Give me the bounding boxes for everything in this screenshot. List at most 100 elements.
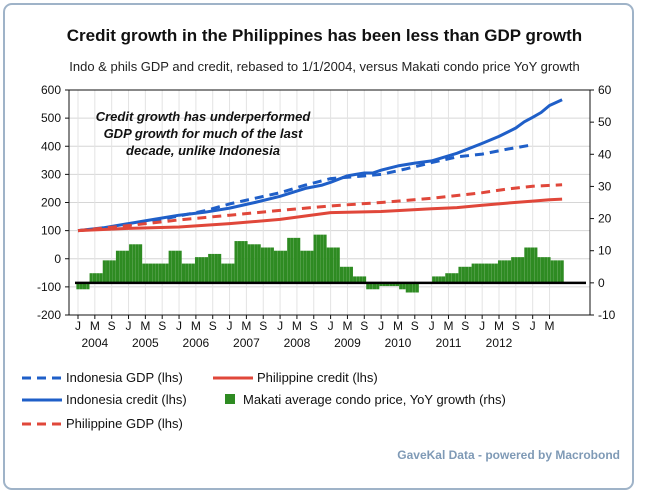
- condo-price-bar: [478, 263, 482, 283]
- condo-price-bar: [379, 282, 383, 287]
- condo-price-bar: [145, 263, 149, 283]
- condo-price-bar: [102, 260, 106, 283]
- right-tick-label: 30: [598, 179, 612, 193]
- left-tick-label: 200: [41, 196, 61, 210]
- condo-price-bar: [250, 244, 255, 283]
- condo-price-bar: [247, 244, 251, 283]
- condo-price-bar: [313, 234, 317, 283]
- philippine-gdp-lhs-line: [77, 183, 563, 233]
- condo-price-bar: [283, 250, 288, 283]
- x-month-label: J: [378, 319, 384, 333]
- condo-price-bar: [488, 263, 492, 283]
- right-tick-label: -10: [598, 308, 616, 322]
- x-month-label: M: [342, 319, 352, 333]
- condo-price-bar: [155, 263, 159, 283]
- condo-price-bar: [402, 282, 406, 290]
- condo-price-bar: [356, 276, 360, 283]
- condo-price-bar: [389, 282, 393, 287]
- x-month-label: S: [360, 319, 368, 333]
- x-year-label: 2008: [284, 336, 311, 350]
- condo-price-bar: [148, 263, 153, 283]
- condo-price-bar: [474, 263, 479, 283]
- condo-price-bar: [237, 241, 241, 283]
- condo-price-bar: [227, 263, 232, 283]
- condo-price-bar: [448, 273, 452, 283]
- condo-price-bar: [171, 250, 176, 283]
- condo-price-bar: [214, 253, 218, 283]
- condo-price-bar: [514, 257, 518, 283]
- condo-price-bar: [316, 234, 321, 283]
- condo-price-bar: [530, 247, 535, 283]
- condo-price-bar: [280, 250, 284, 283]
- right-tick-label: 0: [598, 276, 605, 290]
- x-month-label: M: [494, 319, 504, 333]
- condo-price-bar: [501, 260, 505, 283]
- condo-price-bar: [260, 247, 265, 283]
- condo-price-bar: [234, 241, 238, 283]
- condo-price-bar: [333, 247, 337, 283]
- x-month-label: S: [108, 319, 116, 333]
- condo-price-bar: [392, 282, 396, 287]
- condo-price-bar: [507, 260, 512, 283]
- condo-price-bar: [290, 237, 294, 283]
- x-month-label: S: [411, 319, 419, 333]
- x-year-label: 2012: [486, 336, 513, 350]
- legend-label: Makati average condo price, YoY growth (…: [243, 392, 506, 407]
- left-tick-label: 600: [41, 83, 61, 97]
- condo-price-bar: [455, 273, 459, 283]
- condo-price-bar: [89, 273, 93, 283]
- x-month-label: M: [545, 319, 555, 333]
- x-month-label: M: [191, 319, 201, 333]
- condo-price-bar: [231, 263, 235, 283]
- condo-price-bar: [82, 282, 87, 290]
- condo-price-bar: [547, 257, 551, 283]
- condo-price-bar: [441, 276, 446, 283]
- condo-price-bar: [560, 260, 564, 283]
- condo-price-bar: [306, 250, 311, 283]
- condo-price-bar: [221, 263, 225, 283]
- condo-price-bar: [119, 250, 123, 283]
- condo-price-bar: [76, 282, 80, 290]
- condo-price-bar: [244, 241, 248, 283]
- condo-price-bar: [109, 260, 113, 283]
- condo-price-bar: [409, 282, 413, 293]
- condo-price-bar: [165, 263, 169, 283]
- condo-price-bar: [204, 257, 209, 283]
- condo-price-bar: [382, 282, 386, 287]
- condo-price-bar: [336, 247, 340, 283]
- condo-price-bar: [274, 250, 278, 283]
- legend-swatch-bar: [225, 394, 235, 404]
- condo-price-bar: [326, 247, 330, 283]
- condo-price-bar: [115, 250, 120, 283]
- condo-price-bar: [201, 257, 205, 283]
- source-credit: GaveKal Data - powered by Macrobond: [397, 448, 620, 462]
- x-month-label: M: [443, 319, 453, 333]
- condo-price-bar: [343, 266, 347, 283]
- condo-price-bar: [395, 282, 400, 287]
- x-month-label: J: [277, 319, 283, 333]
- condo-price-bar: [366, 282, 370, 290]
- condo-price-bar: [310, 250, 314, 283]
- x-month-label: M: [90, 319, 100, 333]
- condo-price-bar: [132, 244, 136, 283]
- condo-price-bar: [362, 276, 367, 283]
- condo-price-bar: [96, 273, 100, 283]
- condo-price-bar: [152, 263, 156, 283]
- x-month-label: J: [530, 319, 536, 333]
- condo-price-bar: [521, 257, 525, 283]
- condo-price-bar: [92, 273, 97, 283]
- condo-price-bar: [138, 244, 143, 283]
- legend-label: Philippine GDP (lhs): [66, 416, 183, 431]
- condo-price-bar: [494, 263, 498, 283]
- condo-price-bar: [194, 257, 199, 283]
- legend-label: Philippine credit (lhs): [257, 370, 378, 385]
- condo-price-bar: [241, 241, 245, 283]
- x-month-label: M: [140, 319, 150, 333]
- condo-price-bar: [297, 237, 301, 283]
- condo-price-bar: [339, 266, 344, 283]
- condo-price-bar: [175, 250, 179, 283]
- condo-price-bar: [264, 247, 268, 283]
- condo-price-bar: [534, 247, 538, 283]
- right-tick-label: 60: [598, 83, 612, 97]
